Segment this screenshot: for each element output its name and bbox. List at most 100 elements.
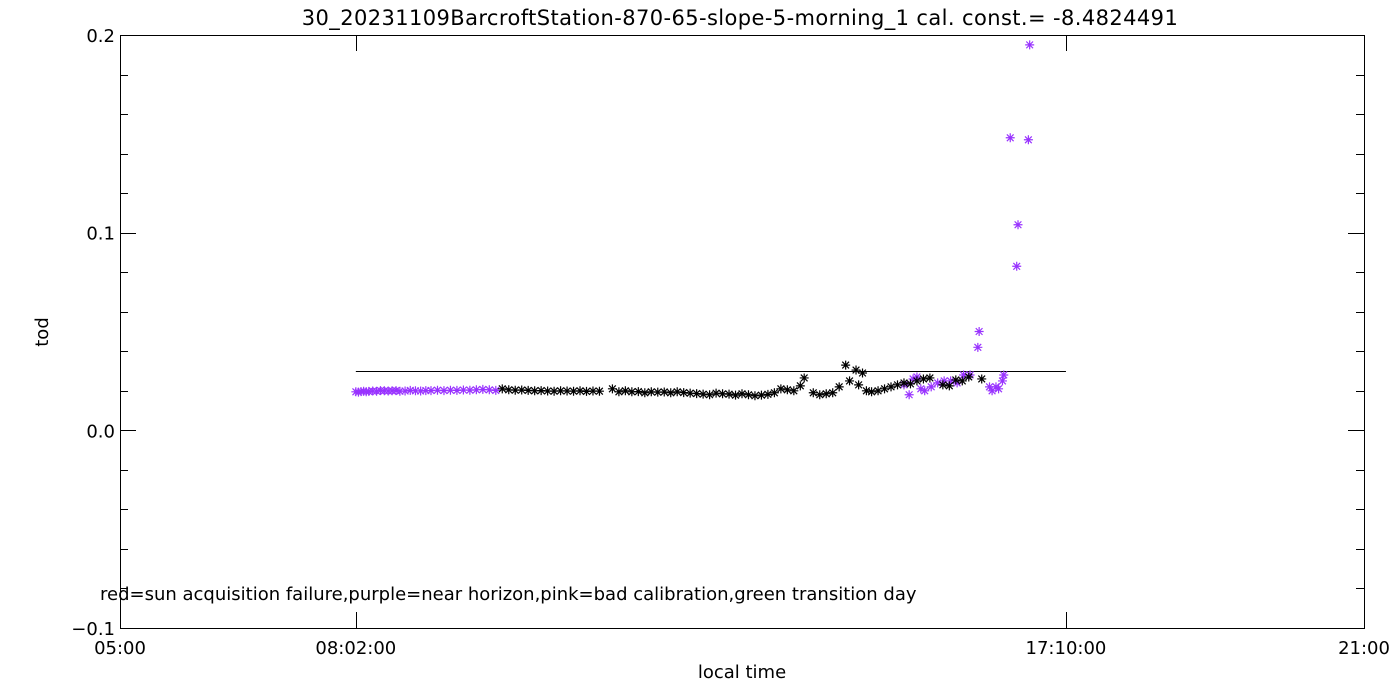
data-point <box>750 391 760 401</box>
data-point <box>880 384 890 394</box>
data-point <box>646 387 656 397</box>
data-point <box>731 390 741 400</box>
data-point <box>920 386 930 396</box>
data-point <box>692 389 702 399</box>
data-point <box>756 390 766 400</box>
data-point <box>439 386 449 396</box>
data-point <box>944 381 954 391</box>
data-point <box>886 382 896 392</box>
y-tick-label: 0.0 <box>86 421 115 442</box>
data-point <box>808 388 818 398</box>
data-point <box>854 380 864 390</box>
x-tick-label: 17:10:00 <box>1026 638 1107 659</box>
data-point <box>432 385 442 395</box>
data-point <box>410 386 420 396</box>
data-point <box>653 387 663 397</box>
data-point <box>799 373 809 383</box>
data-point <box>666 388 676 398</box>
data-point <box>795 381 805 391</box>
data-point <box>517 385 527 395</box>
data-point <box>465 385 475 395</box>
data-point <box>916 384 926 394</box>
data-point <box>926 382 936 392</box>
data-point <box>672 387 682 397</box>
data-point <box>400 386 410 396</box>
data-point <box>484 385 494 395</box>
data-points <box>351 40 1035 401</box>
data-point <box>938 380 948 390</box>
data-point <box>718 389 728 399</box>
data-point <box>445 385 455 395</box>
data-point <box>575 386 585 396</box>
x-tick-label: 21:00 <box>1338 638 1390 659</box>
data-point <box>873 386 883 396</box>
data-point <box>851 365 861 375</box>
data-point <box>543 386 553 396</box>
data-point <box>776 384 786 394</box>
data-point <box>426 386 436 396</box>
data-point <box>724 389 734 399</box>
data-point <box>594 386 604 396</box>
data-point <box>973 342 983 352</box>
plot-frame <box>120 35 1365 629</box>
data-point <box>471 385 481 395</box>
data-point <box>523 385 533 395</box>
x-tick-label: 05:00 <box>94 638 146 659</box>
data-point <box>789 386 799 396</box>
data-point <box>828 388 838 398</box>
data-point <box>588 386 598 396</box>
data-point <box>1005 133 1015 143</box>
data-point <box>549 386 559 396</box>
data-point <box>737 389 747 399</box>
data-point <box>985 382 995 392</box>
data-point <box>974 327 984 336</box>
data-point <box>395 386 405 396</box>
data-point <box>562 386 572 396</box>
data-point <box>504 385 514 395</box>
data-point <box>997 376 1007 386</box>
data-point <box>845 376 855 386</box>
data-point <box>614 387 624 397</box>
data-point <box>620 386 630 396</box>
data-point <box>977 374 987 384</box>
data-point <box>530 386 540 396</box>
data-point <box>416 386 426 396</box>
data-point <box>743 390 753 400</box>
x-tick-label: 08:02:00 <box>315 638 396 659</box>
data-point <box>994 384 1004 394</box>
data-point <box>899 378 909 388</box>
data-point <box>946 376 956 386</box>
data-point <box>405 385 415 395</box>
data-point <box>834 382 844 392</box>
data-point <box>957 376 967 386</box>
data-point <box>908 374 918 384</box>
data-point <box>478 384 488 394</box>
data-point <box>1025 40 1035 50</box>
data-point <box>711 388 721 398</box>
data-point <box>627 387 637 397</box>
data-point <box>1012 261 1022 271</box>
data-point <box>705 390 715 400</box>
chart-title: 30_20231109BarcroftStation-870-65-slope-… <box>302 6 1178 31</box>
data-point <box>821 389 831 399</box>
data-point <box>659 387 669 397</box>
data-point <box>841 360 851 370</box>
data-point <box>582 386 591 396</box>
data-point <box>905 379 915 389</box>
data-point <box>952 378 962 388</box>
data-point <box>452 385 462 395</box>
data-point <box>933 378 943 388</box>
axis-ticks <box>120 35 1365 629</box>
data-point <box>556 386 566 396</box>
data-point <box>904 390 914 400</box>
data-point <box>959 370 969 380</box>
data-point <box>497 384 507 394</box>
data-point <box>951 375 961 385</box>
data-point <box>536 386 546 396</box>
data-point <box>999 370 1009 380</box>
data-point <box>458 385 468 395</box>
data-point <box>939 376 949 386</box>
y-tick-label: 0.2 <box>86 26 115 47</box>
data-point <box>633 387 643 397</box>
